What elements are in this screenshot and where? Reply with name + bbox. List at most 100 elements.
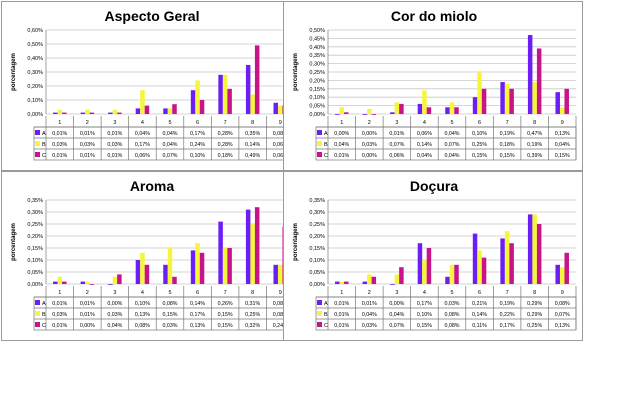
y-tick-label: 0,25%	[309, 70, 325, 76]
bar-a	[445, 276, 450, 284]
bar-c	[509, 243, 514, 284]
data-label: 0,00%	[107, 301, 122, 307]
data-label: 0,25%	[472, 142, 487, 148]
bar-c	[199, 252, 205, 284]
y-tick-label: 0,50%	[309, 28, 325, 34]
y-tick-label: 0,20%	[309, 78, 325, 84]
data-label: 0,04%	[444, 131, 459, 137]
y-tick-label: 0,05%	[27, 270, 43, 276]
data-label: 0,00%	[80, 323, 95, 329]
legend-label: C	[42, 323, 46, 329]
chart-panel-aspecto-geral: Aspecto Geral porcentagem 0,00% 0,10% 0,20% 0…	[1, 1, 301, 171]
y-tick-label: 0,50%	[27, 42, 43, 48]
x-tick-label: 6	[196, 120, 199, 126]
data-label: 0,00%	[362, 131, 377, 137]
legend-label: C	[42, 153, 46, 159]
bar-a	[108, 284, 113, 285]
y-tick-label: 0,10%	[309, 95, 325, 101]
data-label: 0,15%	[218, 323, 233, 329]
y-tick-label: 0,20%	[309, 234, 325, 240]
data-label: 0,04%	[162, 131, 177, 137]
bar-b	[250, 94, 255, 114]
data-label: 0,01%	[80, 312, 95, 318]
data-label: 0,01%	[107, 153, 122, 159]
bar-a	[390, 112, 395, 114]
legend-label: C	[324, 153, 328, 159]
legend-key-b	[35, 141, 40, 146]
y-tick-label: 0,35%	[309, 198, 325, 204]
bar-a	[335, 281, 340, 284]
legend-key-c	[317, 322, 322, 327]
data-label: 0,21%	[472, 301, 487, 307]
bar-a	[362, 281, 368, 284]
x-tick-label: 8	[533, 290, 536, 296]
bar-b	[367, 274, 372, 284]
data-label: 0,17%	[417, 301, 432, 307]
y-tick-label: 0,00%	[27, 112, 43, 118]
bar-c	[481, 257, 487, 284]
legend-key-a	[35, 300, 40, 305]
y-tick-label: 0,10%	[27, 98, 43, 104]
chart-title: Aroma	[130, 178, 175, 194]
data-label: 0,03%	[52, 312, 67, 318]
x-tick-label: 5	[450, 290, 453, 296]
x-tick-label: 3	[395, 290, 398, 296]
data-label: 0,03%	[80, 142, 95, 148]
data-label: 0,06%	[417, 131, 432, 137]
data-label: 0,01%	[52, 323, 67, 329]
data-label: 0,32%	[245, 323, 260, 329]
data-label: 0,06%	[273, 142, 288, 148]
data-label: 0,22%	[500, 312, 515, 318]
bar-c	[536, 48, 542, 115]
data-label: 0,11%	[472, 323, 487, 329]
bar-a	[273, 264, 278, 284]
bar-b	[504, 83, 510, 114]
data-label: 0,04%	[162, 142, 177, 148]
bar-b	[167, 108, 173, 114]
legend-label: A	[42, 131, 46, 137]
bar-a	[190, 250, 196, 284]
y-tick-label: 0,40%	[27, 56, 43, 62]
x-tick-label: 1	[58, 290, 61, 296]
data-label: 0,28%	[218, 142, 233, 148]
bar-b	[112, 276, 118, 284]
chart-aspecto-geral: Aspecto Geral porcentagem 0,00% 0,10% 0,20% 0…	[11, 8, 295, 161]
bar-a	[163, 108, 168, 114]
data-label: 0,00%	[389, 301, 404, 307]
data-label: 0,14%	[417, 142, 432, 148]
x-tick-label: 9	[561, 290, 564, 296]
bar-a	[445, 107, 450, 114]
data-label: 0,15%	[555, 153, 570, 159]
data-label: 0,08%	[444, 323, 459, 329]
bar-c	[117, 112, 122, 114]
bar-b	[222, 248, 228, 284]
bar-c	[62, 112, 67, 114]
legend-key-c	[317, 152, 322, 157]
y-tick-label: 0,10%	[27, 258, 43, 264]
data-label: 0,03%	[362, 142, 377, 148]
data-label: 0,08%	[162, 301, 177, 307]
bar-c	[89, 112, 95, 114]
data-label: 0,08%	[555, 301, 570, 307]
bar-c	[117, 274, 122, 284]
data-label: 0,31%	[245, 301, 260, 307]
legend-key-b	[317, 141, 322, 146]
bar-a	[555, 264, 560, 284]
data-label: 0,01%	[334, 301, 349, 307]
legend-label: A	[324, 301, 328, 307]
y-tick-label: 0,00%	[27, 282, 43, 288]
chart-aroma: Aroma porcentagem 0,00% 0,05% 0,10% 0,15% 0,20…	[11, 178, 295, 331]
bar-c	[344, 281, 349, 284]
x-tick-label: 7	[224, 290, 227, 296]
bar-b	[422, 90, 427, 114]
legend-key-c	[35, 152, 40, 157]
data-label: 0,03%	[444, 301, 459, 307]
data-label: 0,03%	[107, 312, 122, 318]
data-label: 0,47%	[527, 131, 542, 137]
bar-a	[245, 65, 251, 114]
x-tick-label: 8	[251, 290, 254, 296]
y-tick-label: 0,45%	[309, 36, 325, 42]
data-label: 0,14%	[245, 142, 260, 148]
bar-a	[417, 243, 423, 284]
data-label: 0,01%	[80, 301, 95, 307]
